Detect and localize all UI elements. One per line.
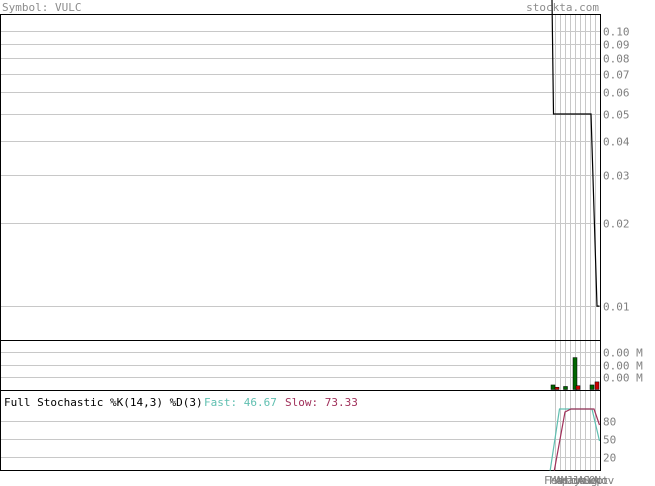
symbol-label: Symbol: VULC [2, 1, 81, 14]
panel-frames [0, 14, 601, 471]
price-line [551, 0, 600, 307]
volume-bar [550, 384, 556, 390]
price-tick-label: 0.10 [603, 26, 630, 39]
stochastic-tick-label: 80 [603, 416, 616, 429]
month-tick-label: Aug [578, 474, 598, 486]
price-tick-label: 0.09 [603, 39, 630, 52]
price-tick-label: 0.03 [603, 170, 630, 183]
month-tick-label: Jul [572, 474, 592, 486]
price-tick-label: 0.08 [603, 53, 630, 66]
volume-bar [563, 386, 568, 390]
price-tick-label: 0.05 [603, 109, 630, 122]
month-tick-label: Feb [544, 474, 564, 486]
price-tick-label: 0.07 [603, 69, 630, 82]
month-tick-label: Mar [550, 474, 570, 486]
slow-value-label: Slow: 73.33 [285, 396, 358, 409]
month-tick-label: Oct [589, 474, 609, 486]
stochastic-tick-label: 20 [603, 452, 616, 465]
volume-tick-label: 0.00 M [603, 347, 643, 360]
volume-tick-label: 0.00 M [603, 372, 643, 385]
stochastic-tick-label: 50 [603, 434, 616, 447]
month-tick-label: Nov [594, 474, 614, 486]
month-tick-label: Jun [566, 474, 586, 486]
site-label[interactable]: stockta.com [526, 1, 599, 14]
series-layer [549, 0, 601, 471]
volume-bar [572, 357, 578, 390]
volume-bar [554, 386, 560, 390]
labels-layer: 0.100.090.08 0.07 0.06 0.05 0.04 0.03 0.02 0.01… [544, 26, 643, 486]
price-tick-label: 0.06 [603, 87, 630, 100]
volume-bar [594, 381, 600, 390]
fast-value-label: Fast: 46.67 [204, 396, 277, 409]
price-tick-label: 0.01 [603, 301, 630, 314]
volume-tick-label: 0.00 M [603, 360, 643, 373]
price-panel-frame [0, 14, 601, 341]
price-tick-label: 0.04 [603, 136, 630, 149]
stochastic-panel-frame [0, 390, 601, 471]
month-tick-label: Sep [583, 474, 603, 486]
grid-lines [0, 14, 601, 471]
fast-line [549, 408, 601, 471]
month-tick-label: May [561, 474, 581, 486]
month-tick-label: Apr [555, 474, 575, 486]
slow-line [553, 408, 601, 471]
volume-bar [589, 384, 595, 390]
volume-bar [575, 385, 581, 390]
stochastic-title: Full Stochastic %K(14,3) %D(3) [4, 396, 203, 409]
price-tick-label: 0.02 [603, 218, 630, 231]
